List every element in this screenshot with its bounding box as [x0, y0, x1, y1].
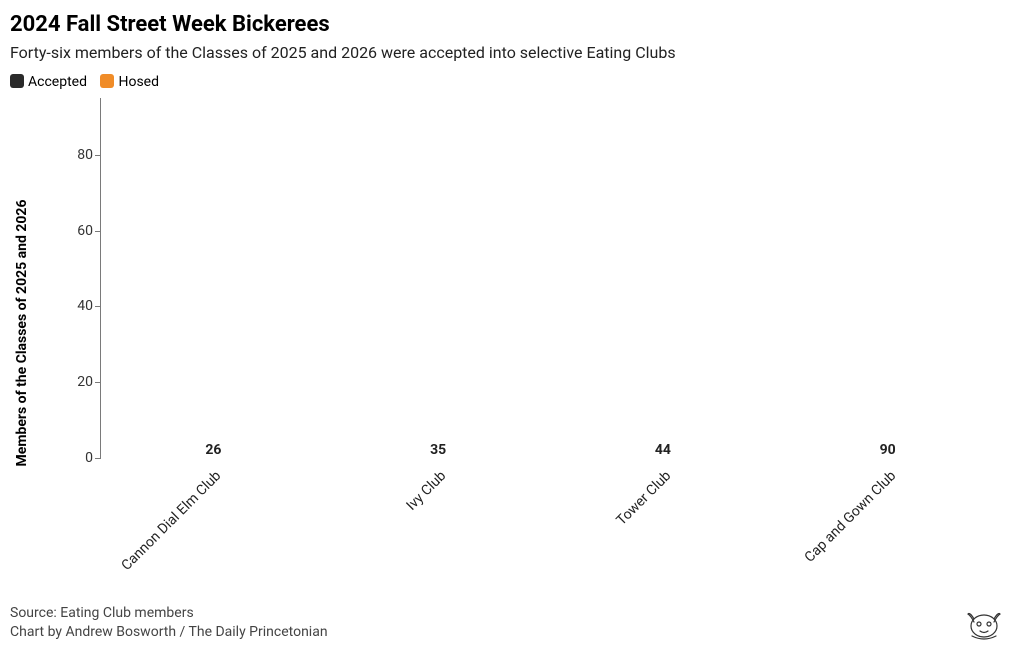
legend: Accepted Hosed: [10, 74, 1010, 90]
legend-swatch-hosed: [100, 74, 114, 88]
footer-source: Source: Eating Club members: [10, 604, 328, 623]
legend-item-accepted: Accepted: [10, 74, 90, 90]
y-tick-label: 20: [67, 374, 93, 390]
chart-subtitle: Forty-six members of the Classes of 2025…: [10, 43, 1010, 62]
bar-total: 90: [798, 442, 978, 458]
x-label: Cannon Dial Elm Club: [118, 468, 224, 574]
y-tick: [95, 231, 101, 232]
x-label: Cap and Gown Club: [801, 468, 899, 566]
y-axis-label: Members of the Classes of 2025 and 2026: [14, 200, 30, 467]
y-tick: [95, 306, 101, 307]
legend-label: Accepted: [28, 74, 87, 90]
bar-slot: 2935: [326, 98, 551, 458]
bar-slot: 2026: [101, 98, 326, 458]
bar-total: 26: [123, 442, 303, 458]
x-label-slot: Tower Club: [550, 460, 775, 570]
bar-slot: 127890: [775, 98, 1000, 458]
x-label: Tower Club: [613, 468, 674, 529]
y-tick: [95, 155, 101, 156]
bar-slot: 222244: [551, 98, 776, 458]
y-tick-label: 60: [67, 223, 93, 239]
x-label-slot: Cap and Gown Club: [775, 460, 1000, 570]
publisher-logo-icon: [960, 604, 1008, 644]
legend-label: Hosed: [118, 74, 159, 90]
chart: Members of the Classes of 2025 and 2026 …: [70, 98, 1000, 568]
footer-credit: Chart by Andrew Bosworth / The Daily Pri…: [10, 623, 328, 642]
y-tick: [95, 382, 101, 383]
chart-footer: Source: Eating Club members Chart by And…: [10, 604, 328, 642]
y-tick-label: 0: [67, 450, 93, 466]
x-label: Ivy Club: [403, 468, 449, 514]
bars-container: 20262935222244127890: [101, 98, 1000, 458]
legend-item-hosed: Hosed: [100, 74, 159, 90]
x-label-slot: Ivy Club: [325, 460, 550, 570]
bar-total: 44: [573, 442, 753, 458]
y-tick: [95, 458, 101, 459]
x-label-slot: Cannon Dial Elm Club: [100, 460, 325, 570]
chart-title: 2024 Fall Street Week Bickerees: [10, 12, 1010, 37]
y-tick-label: 80: [67, 147, 93, 163]
bar-total: 35: [348, 442, 528, 458]
plot-area: 20262935222244127890 020406080: [100, 98, 1000, 458]
y-tick-label: 40: [67, 298, 93, 314]
legend-swatch-accepted: [10, 74, 24, 88]
x-labels: Cannon Dial Elm Club Ivy Club Tower Club Ca…: [100, 460, 1000, 570]
